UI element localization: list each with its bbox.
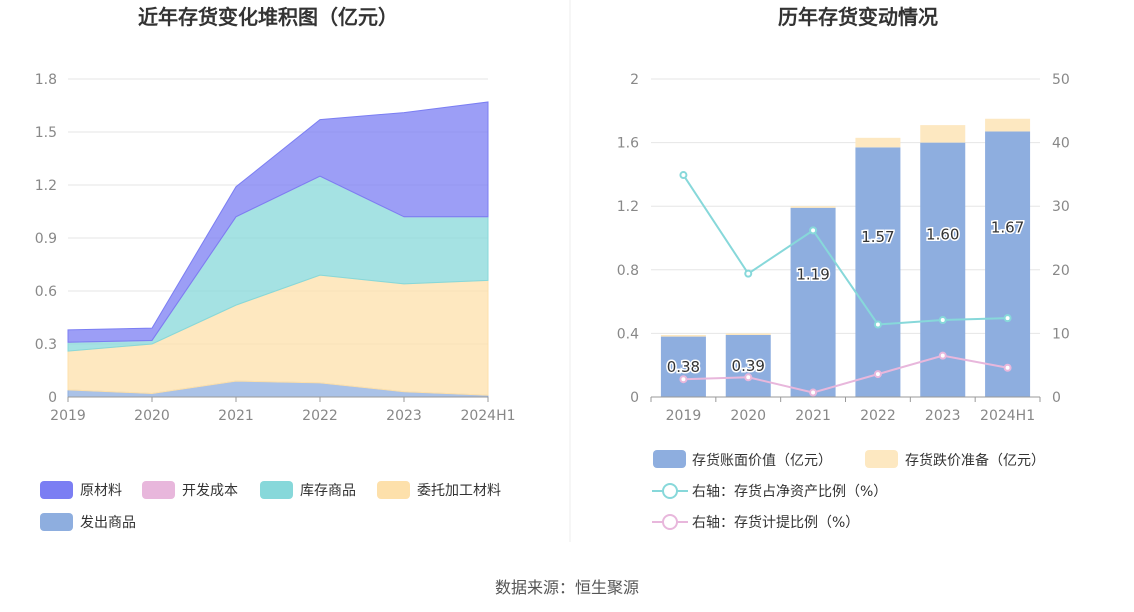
left-y-tick-label: 0.3	[35, 337, 57, 353]
left-x-tick-label: 2020	[134, 408, 170, 424]
bar-book-value	[790, 207, 836, 397]
right-y2-tick-label: 50	[1052, 72, 1070, 88]
legend-label-book-value: 存货账面价值（亿元）	[692, 452, 832, 469]
right-y-tick-label: 1.2	[617, 199, 639, 215]
right-x-tick-label: 2021	[795, 408, 831, 424]
point-provision-ratio	[744, 373, 753, 382]
bar-impairment	[725, 333, 771, 335]
right-y-tick-label: 2	[630, 72, 639, 88]
left-x-tick-label: 2021	[218, 408, 254, 424]
left-x-tick-label: 2023	[386, 408, 422, 424]
left-x-tick-label: 2019	[50, 408, 86, 424]
left-chart-title: 近年存货变化堆积图（亿元）	[138, 5, 398, 29]
point-net-asset-ratio	[873, 320, 882, 329]
legend-swatch-stock-goods	[260, 481, 293, 499]
point-net-asset-ratio	[809, 226, 818, 235]
right-legend: 存货账面价值（亿元） 存货跌价准备（亿元） 右轴：存货占净资产比例（%） 右轴：存货计…	[652, 450, 1045, 531]
bar-book-value	[660, 336, 706, 397]
left-y-tick-label: 1.8	[35, 72, 57, 88]
point-provision-ratio	[679, 375, 688, 384]
bar-book-value	[725, 334, 771, 397]
line-provision-ratio	[683, 354, 1008, 394]
legend-label-net-asset-ratio: 右轴：存货占净资产比例（%）	[692, 483, 887, 500]
left-y-tick-label: 0.6	[35, 284, 57, 300]
left-axes: 0 0.3 0.6 0.9 1.2 1.5 1.8 2019 2020 2021 2022 2023 2…	[35, 72, 516, 424]
legend-label-impairment: 存货跌价准备（亿元）	[905, 452, 1045, 469]
right-y-tick-label: 0.8	[617, 263, 639, 279]
legend-swatch-development-cost	[142, 481, 175, 499]
point-provision-ratio	[1003, 363, 1012, 372]
point-provision-ratio	[873, 370, 882, 379]
bar-impairment	[855, 137, 901, 148]
bar-book-value	[855, 147, 901, 397]
right-grid	[651, 78, 1040, 334]
left-x-tick-label: 2022	[302, 408, 338, 424]
bar-data-label: 0.38	[667, 358, 700, 376]
legend-swatch-impairment	[865, 450, 898, 468]
right-x-tick-label: 2019	[666, 408, 702, 424]
right-x-tick-label: 2023	[925, 408, 961, 424]
bar-data-label: 1.19	[796, 266, 829, 284]
right-x-tick-label: 2020	[730, 408, 766, 424]
legend-label-consigned-material: 委托加工材料	[417, 483, 501, 499]
legend-swatch-book-value	[653, 450, 686, 468]
legend-label-provision-ratio: 右轴：存货计提比例（%）	[692, 514, 859, 531]
right-y2-tick-label: 0	[1052, 390, 1061, 406]
left-y-tick-label: 1.2	[35, 178, 57, 194]
right-x-tick-label: 2022	[860, 408, 896, 424]
right-chart-title: 历年存货变动情况	[778, 5, 938, 29]
bar-data-label: 1.67	[991, 218, 1024, 236]
bar-book-value	[985, 131, 1031, 397]
point-net-asset-ratio	[1003, 314, 1012, 323]
point-net-asset-ratio	[679, 171, 688, 180]
right-y-tick-label: 0.4	[617, 326, 639, 342]
bar-impairment	[790, 206, 836, 208]
bar-data-label: 1.60	[926, 225, 959, 243]
legend-label-development-cost: 开发成本	[182, 483, 238, 499]
point-provision-ratio	[938, 351, 947, 360]
left-x-tick-label: 2024H1	[460, 408, 515, 424]
legend-swatch-consigned-material	[377, 481, 410, 499]
right-y-tick-label: 0	[630, 390, 639, 406]
bar-data-label: 0.39	[732, 357, 765, 375]
legend-marker-provision-ratio	[662, 514, 678, 530]
bar-data-label: 1.57	[861, 228, 894, 246]
left-y-tick-label: 0.9	[35, 231, 57, 247]
right-y-tick-label: 1.6	[617, 136, 639, 152]
right-bar-series: 0.38 0.39 1.19 1.57 1.60 1.67	[660, 118, 1031, 397]
data-source-note: 数据来源：恒生聚源	[494, 578, 639, 597]
bar-impairment	[660, 334, 706, 337]
right-y2-tick-label: 20	[1052, 263, 1070, 279]
left-y-tick-label: 0	[48, 390, 57, 406]
line-net-asset-ratio	[682, 174, 1008, 326]
right-y2-tick-label: 10	[1052, 326, 1070, 342]
left-y-tick-label: 1.5	[35, 125, 57, 141]
left-area-series	[67, 101, 489, 398]
point-net-asset-ratio	[744, 269, 753, 278]
right-line-series	[679, 171, 1012, 397]
point-net-asset-ratio	[938, 316, 947, 325]
legend-label-shipped-goods: 发出商品	[80, 515, 136, 531]
point-provision-ratio	[809, 388, 818, 397]
bar-impairment	[985, 118, 1031, 132]
area-raw-material	[67, 101, 489, 343]
right-x-tick-label: 2024H1	[980, 408, 1035, 424]
legend-label-stock-goods: 库存商品	[300, 483, 356, 499]
right-y2-tick-label: 30	[1052, 199, 1070, 215]
right-y2-tick-label: 40	[1052, 136, 1070, 152]
legend-marker-net-asset-ratio	[662, 483, 678, 499]
legend-swatch-raw-material	[40, 481, 73, 499]
legend-swatch-shipped-goods	[40, 513, 73, 531]
bar-impairment	[920, 125, 966, 143]
legend-label-raw-material: 原材料	[80, 483, 122, 499]
